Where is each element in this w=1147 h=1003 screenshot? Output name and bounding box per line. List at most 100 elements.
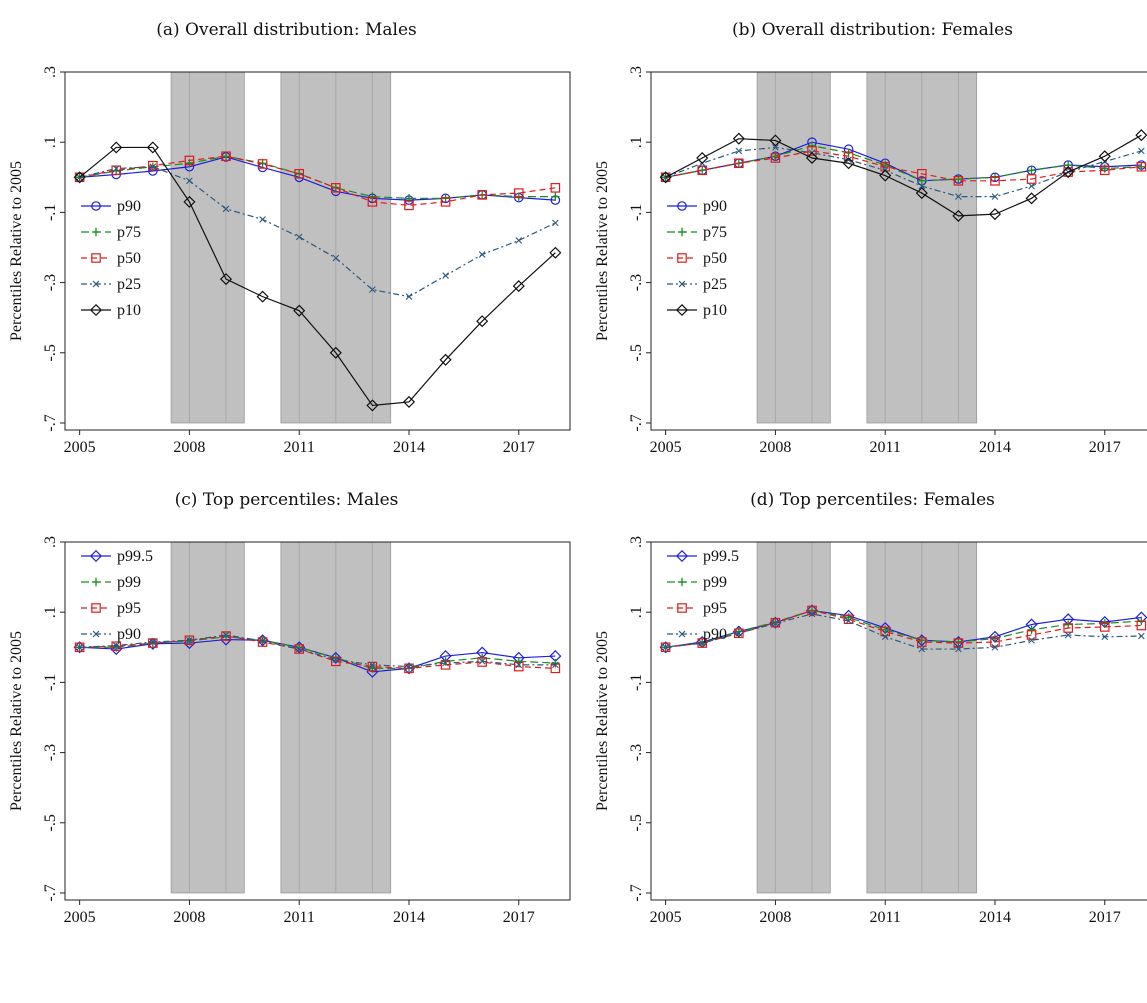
series-p50 bbox=[74, 151, 561, 211]
series-line bbox=[79, 166, 556, 298]
data-point bbox=[990, 637, 1000, 647]
x-tick-label: 2017 bbox=[503, 439, 535, 456]
y-tick-label: -.5 bbox=[628, 344, 645, 361]
data-point bbox=[698, 639, 706, 647]
plot-frame bbox=[64, 541, 571, 901]
data-point bbox=[916, 168, 927, 179]
plot-frame bbox=[650, 541, 1147, 901]
y-tick-label: -.3 bbox=[42, 744, 59, 761]
data-point bbox=[805, 151, 819, 165]
data-point bbox=[442, 272, 449, 279]
data-point bbox=[916, 637, 927, 647]
x-tick-label: 2008 bbox=[173, 909, 205, 926]
data-point bbox=[367, 197, 378, 207]
data-point bbox=[991, 193, 999, 200]
chart-panel-b: (b) Overall distribution: Females .3 .1 -.1… bbox=[586, 0, 1147, 501]
data-point bbox=[1098, 150, 1111, 163]
data-point bbox=[294, 168, 305, 179]
legend-label: p90 bbox=[117, 626, 141, 643]
data-point bbox=[918, 645, 926, 653]
series-line bbox=[665, 145, 1142, 182]
legend-label: p25 bbox=[703, 276, 727, 293]
y-tick-label: .1 bbox=[42, 606, 59, 618]
data-point bbox=[955, 645, 962, 653]
legend-label: p90 bbox=[703, 198, 727, 215]
data-point bbox=[112, 165, 120, 172]
x-tick-label: 2008 bbox=[759, 909, 791, 926]
chart-svg: .3 .1 -.1 -.3 -.5 -.7 2005 2008 2011 2014 2017 Perc… bbox=[8, 536, 571, 926]
series-p90 bbox=[76, 631, 559, 670]
data-point bbox=[515, 237, 523, 244]
series-p90 bbox=[662, 610, 1145, 653]
data-point bbox=[259, 637, 266, 645]
chart-title: (c) Top percentiles: Males bbox=[174, 490, 399, 510]
data-point bbox=[660, 172, 671, 183]
data-point bbox=[76, 643, 83, 651]
data-point bbox=[404, 200, 414, 211]
legend-marker bbox=[91, 253, 101, 263]
chart-svg: .3 .1 -.1 -.3 -.5 -.7 2005 2008 2011 2014 2017 Perc… bbox=[594, 536, 1147, 926]
data-point bbox=[732, 625, 745, 638]
data-point bbox=[843, 614, 854, 625]
data-point bbox=[148, 160, 158, 171]
series-p25 bbox=[76, 163, 559, 300]
data-point bbox=[330, 183, 341, 193]
data-point bbox=[222, 631, 230, 639]
data-point bbox=[991, 643, 999, 651]
y-axis-label: Percentiles Relative to 2005 bbox=[594, 161, 611, 341]
data-point bbox=[551, 658, 560, 668]
data-point bbox=[186, 636, 193, 644]
data-point bbox=[293, 641, 306, 654]
legend-marker bbox=[91, 227, 101, 237]
data-point bbox=[184, 155, 195, 166]
data-point bbox=[294, 644, 305, 654]
legend-label: p25 bbox=[117, 276, 141, 293]
data-point bbox=[1099, 622, 1110, 632]
legend-marker bbox=[675, 303, 689, 317]
data-point bbox=[1138, 147, 1145, 155]
legend: p99.5 p99 p95 p90 bbox=[81, 548, 153, 643]
y-tick-label: -.3 bbox=[628, 744, 645, 761]
legend-label: p99 bbox=[117, 574, 141, 591]
data-point bbox=[918, 182, 926, 190]
data-point bbox=[1026, 630, 1037, 640]
y-tick-label: .3 bbox=[628, 66, 645, 78]
legend-label: p99 bbox=[703, 574, 727, 591]
legend-marker bbox=[91, 201, 101, 211]
data-point bbox=[367, 661, 378, 672]
legend-label: p95 bbox=[703, 600, 727, 617]
data-point bbox=[990, 634, 1000, 643]
y-tick-label: -.5 bbox=[628, 814, 645, 831]
x-tick-label: 2011 bbox=[283, 909, 314, 926]
data-point bbox=[219, 633, 233, 646]
data-point bbox=[1135, 129, 1147, 142]
data-point bbox=[514, 192, 523, 201]
legend-label: p90 bbox=[703, 626, 727, 643]
data-point bbox=[148, 638, 158, 648]
y-tick-label: -.1 bbox=[42, 204, 59, 221]
chart-panel-c: (c) Top percentiles: Males .3 .1 -.1 -.3 -.5 -… bbox=[0, 470, 573, 971]
series-line bbox=[665, 134, 1142, 217]
y-tick-label: -.5 bbox=[42, 814, 59, 831]
data-point bbox=[256, 634, 269, 647]
x-tick-label: 2005 bbox=[64, 909, 96, 926]
data-point bbox=[1025, 192, 1038, 205]
y-tick-label: -.3 bbox=[42, 274, 59, 291]
data-point bbox=[1136, 161, 1147, 172]
y-tick-label: -.7 bbox=[628, 884, 645, 901]
shaded-period-0 bbox=[756, 541, 831, 894]
y-tick-label: .3 bbox=[42, 536, 59, 548]
x-tick-label: 2011 bbox=[869, 439, 900, 456]
y-axis-label: Percentiles Relative to 2005 bbox=[8, 631, 25, 811]
data-point bbox=[1100, 619, 1109, 628]
shaded-period-0 bbox=[170, 541, 245, 894]
data-point bbox=[332, 656, 340, 663]
series-p10 bbox=[73, 141, 562, 412]
x-tick-label: 2005 bbox=[650, 439, 682, 456]
data-point bbox=[915, 187, 928, 200]
data-point bbox=[550, 183, 561, 193]
legend-label: p50 bbox=[703, 250, 727, 267]
data-point bbox=[1064, 631, 1072, 639]
series-line bbox=[79, 634, 556, 668]
data-point bbox=[769, 616, 782, 629]
